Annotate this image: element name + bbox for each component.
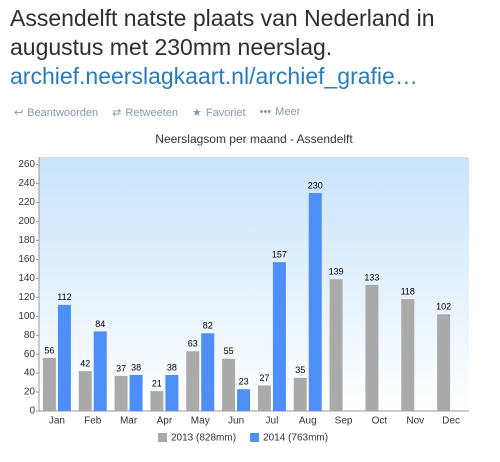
tweet-text: augustus met 230mm neerslag. [10,34,333,60]
value-label: 55 [224,346,234,356]
value-label: 35 [295,365,305,375]
bar [308,193,322,411]
value-label: 38 [167,362,177,372]
action-label[interactable]: Favoriet [205,107,246,119]
value-label: 82 [203,321,213,331]
retweet-action[interactable]: ⇄ Retweeten [112,107,178,119]
x-tick-label: May [191,416,210,427]
value-label: 63 [188,339,198,349]
value-label: 37 [116,363,126,373]
bar [257,385,271,411]
more-action[interactable]: ••• Meer [259,106,301,118]
legend-swatch [158,433,167,442]
value-label: 21 [152,378,162,388]
x-tick-label: Feb [84,416,102,427]
action-label[interactable]: Beantwoorden [27,107,99,119]
bar [186,351,200,411]
y-tick-label: 80 [24,330,36,341]
y-tick-label: 200 [18,216,35,227]
value-label: 102 [436,302,451,312]
value-label: 38 [131,362,141,372]
x-tick-label: Nov [406,416,424,427]
action-label[interactable]: Meer [275,106,301,118]
reply-action[interactable]: ↩ Beantwoorden [14,107,99,119]
legend-label: 2013 (828mm) [171,433,236,444]
value-label: 157 [272,250,287,260]
value-label: 139 [329,267,344,277]
x-tick-label: Jul [266,416,279,427]
bar [329,279,343,411]
y-tick-label: 0 [29,406,35,417]
bar [57,304,71,411]
chart: Neerslagsom per maand - Assendelft 0 20 40… [18,132,469,444]
y-tick-label: 40 [24,368,36,379]
value-label: 27 [259,373,269,383]
y-tick-label: 100 [18,311,35,322]
x-tick-label: Jun [228,416,244,427]
y-tick-label: 140 [18,273,35,284]
y-tick-label: 180 [18,235,35,246]
y-tick-label: 260 [18,159,35,170]
tweet-actions: ↩ Beantwoorden ⇄ Retweeten ★ Favoriet ••• Me… [14,106,300,119]
bar [365,284,379,411]
x-tick-label: Aug [299,416,317,427]
bar [201,333,215,411]
bar [437,314,451,411]
bar [78,371,92,411]
y-tick-label: 120 [18,292,35,303]
value-label: 42 [80,359,90,369]
value-label: 56 [44,345,54,355]
bar [222,358,236,411]
tweet-link[interactable]: archief.neerslagkaart.nl/archief_grafie… [10,63,418,89]
y-tick-label: 240 [18,178,35,189]
bar [165,374,179,411]
favorite-action[interactable]: ★ Favoriet [191,107,246,119]
value-label: 84 [95,319,105,329]
value-label: 23 [239,377,249,387]
plot-background [39,157,469,411]
bar [129,374,143,411]
y-tick-label: 20 [24,387,36,398]
action-label[interactable]: Retweeten [125,107,178,119]
bar [42,357,56,411]
bar [150,391,164,411]
bar [237,389,251,411]
bar [293,377,307,411]
y-tick-label: 60 [24,349,36,360]
bar [93,331,107,411]
chart-title: Neerslagsom per maand - Assendelft [155,132,353,146]
tweet-text: Assendelft natste plaats van Nederland i… [10,5,435,31]
x-tick-label: Mar [120,416,138,427]
legend-label: 2014 (763mm) [263,433,328,444]
x-tick-label: Dec [442,416,460,427]
x-tick-label: Sep [335,416,353,427]
value-label: 112 [57,292,71,302]
x-tick-label: Apr [157,416,173,427]
bar [114,375,128,411]
value-label: 118 [401,287,415,297]
bar [401,299,415,411]
value-label: 133 [364,272,379,282]
tweet: Assendelft natste plaats van Nederland i… [10,4,500,91]
x-tick-label: Oct [372,416,388,427]
x-tick-label: Jan [49,416,65,427]
y-tick-label: 220 [18,197,35,208]
y-tick-label: 160 [18,254,35,265]
bar [272,262,286,411]
legend-swatch [250,433,260,442]
value-label: 230 [308,180,323,190]
